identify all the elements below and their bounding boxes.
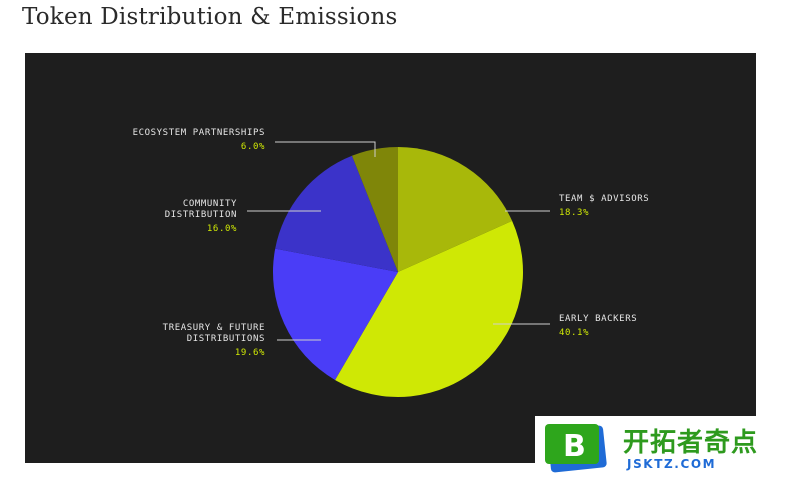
slice-value: 40.1%: [559, 328, 589, 338]
slice-label: DISTRIBUTION: [165, 210, 237, 220]
pie-slice: [351, 147, 398, 272]
slice-value: 18.3%: [559, 208, 589, 218]
pie-chart-panel: TEAM $ ADVISORS 18.3% EARLY BACKERS 40.1% TR…: [25, 53, 756, 463]
svg-text:B: B: [563, 429, 586, 464]
slice-label: DISTRIBUTIONS: [187, 334, 265, 344]
slice-value: 6.0%: [241, 142, 265, 152]
slice-label: EARLY BACKERS: [559, 314, 637, 324]
pie-slice: [272, 248, 398, 380]
slice-label: TEAM $ ADVISORS: [559, 194, 649, 204]
slice-value: 19.6%: [235, 348, 265, 358]
slice-label: ECOSYSTEM PARTNERSHIPS: [133, 128, 265, 138]
slice-label: TREASURY & FUTURE: [163, 323, 265, 333]
leader-line: [275, 141, 376, 157]
pie-slice: [335, 220, 524, 397]
slice-value: 16.0%: [207, 224, 237, 234]
slice-label: COMMUNITY: [183, 199, 237, 209]
watermark-chinese-text: 开拓者奇点: [623, 428, 759, 458]
watermark: B 开拓者奇点 JSKTZ.COM: [535, 416, 785, 477]
watermark-site-text: JSKTZ.COM: [627, 457, 717, 471]
pie-slice: [275, 155, 398, 272]
pie-chart: TEAM $ ADVISORS 18.3% EARLY BACKERS 40.1% TR…: [133, 128, 649, 397]
page-title: Token Distribution & Emissions: [22, 4, 398, 30]
pie-slice: [398, 147, 513, 272]
watermark-logo-icon: B: [545, 424, 607, 473]
